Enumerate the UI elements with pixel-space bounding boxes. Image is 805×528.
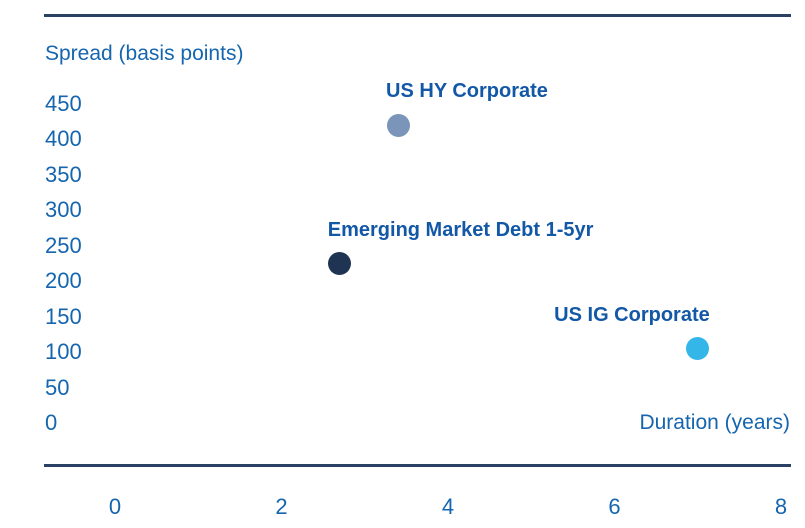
y-tick-label: 300 [45,197,82,223]
data-point-label: US HY Corporate [386,80,548,103]
data-point-label: Emerging Market Debt 1-5yr [327,218,594,241]
y-tick-label: 250 [45,232,82,258]
data-point-dot [328,252,352,275]
top-rule [44,14,791,17]
y-tick-label: 100 [45,339,82,365]
y-tick-label: 450 [45,91,82,116]
y-tick-label: 400 [45,126,82,152]
bottom-rule [44,464,791,467]
x-tick-label: 8 [774,494,788,519]
x-tick-label: 0 [108,494,122,519]
y-tick-label: 350 [45,161,82,187]
y-tick-label: 150 [45,303,82,329]
data-point-dot [686,337,710,361]
x-axis-title: Duration (years) [639,411,790,434]
y-tick-label: 0 [45,410,58,435]
x-tick-label: 6 [608,494,621,519]
y-tick-label: 50 [45,374,70,400]
y-axis-title: Spread (basis points) [45,42,244,65]
data-point-label: US IG Corporate [554,303,710,326]
y-tick-label: 200 [45,268,82,294]
x-tick-label: 4 [441,494,455,519]
data-point-dot [386,113,410,137]
x-tick-label: 2 [275,494,288,519]
